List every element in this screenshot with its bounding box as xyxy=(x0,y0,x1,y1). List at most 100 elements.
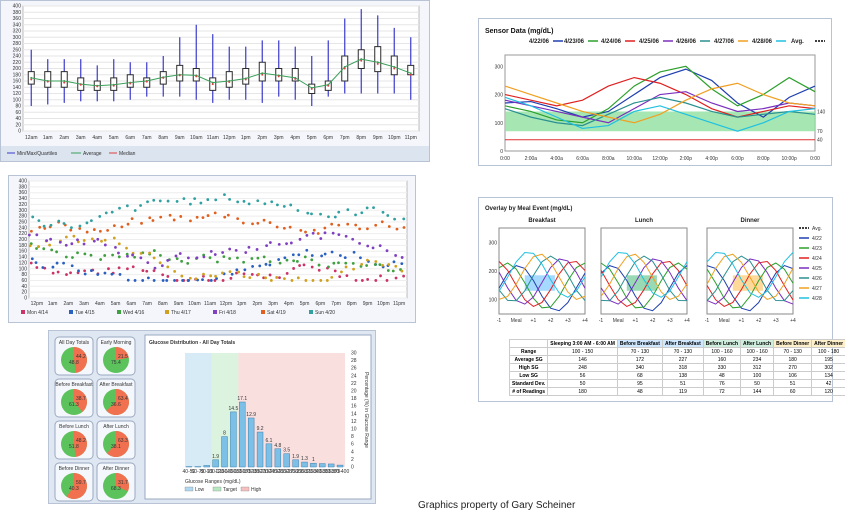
scatter-point xyxy=(103,238,107,242)
scatter-point xyxy=(148,216,152,220)
stats-table: Sleeping 3:00 AM - 6:00 AM Before Breakfa… xyxy=(508,339,845,396)
pie-value: 63.3 xyxy=(118,438,128,444)
x-tick-label: 360-379 xyxy=(322,469,341,475)
median-point xyxy=(409,73,412,76)
scatter-point xyxy=(186,261,190,265)
legend-label: 4/25 xyxy=(812,266,822,272)
scatter-point xyxy=(213,253,217,256)
y-tick-label: 0 xyxy=(351,465,354,471)
table-cell: 144 xyxy=(740,387,775,396)
series-line xyxy=(600,255,688,302)
scatter-point xyxy=(85,230,89,234)
y-tick-label: 4 xyxy=(351,449,354,455)
scatter-point xyxy=(126,267,129,271)
y-tick-label: 160 xyxy=(19,249,28,255)
scatter-point xyxy=(49,223,53,227)
y-tick-label: 0 xyxy=(18,129,21,135)
scatter-point xyxy=(270,200,274,204)
x-tick-label: 0:00 xyxy=(500,156,510,162)
legend-label: 4/28 xyxy=(812,296,822,302)
table-cell: 106 xyxy=(773,371,813,380)
y-tick-label: 80 xyxy=(15,104,21,110)
average-point xyxy=(360,58,363,61)
y-tick-label: 180 xyxy=(13,72,22,78)
series-line xyxy=(600,258,688,305)
scatter-point xyxy=(70,264,74,268)
x-tick-label: 4:00a xyxy=(550,156,563,162)
scatter-point xyxy=(242,199,246,203)
legend-label: Avg. xyxy=(791,39,804,45)
y-tick-label: 220 xyxy=(13,60,22,66)
scatter-point xyxy=(352,250,356,254)
scatter-point xyxy=(125,204,129,208)
scatter-point xyxy=(237,270,241,274)
median-point xyxy=(30,78,33,81)
scatter-point xyxy=(82,239,86,242)
table-cell: 302 xyxy=(811,363,845,372)
median-point xyxy=(360,59,363,62)
scatter-point xyxy=(145,269,149,273)
scatter-point xyxy=(381,263,385,267)
scatter-point xyxy=(173,270,177,273)
scatter-point xyxy=(292,259,296,263)
y-tick-label: 30 xyxy=(351,351,357,357)
pie-value: 21.5 xyxy=(118,354,128,360)
scatter-point xyxy=(228,257,232,260)
y-tick-label: 80 xyxy=(21,272,27,278)
scatter-point xyxy=(133,255,137,259)
bar xyxy=(283,453,290,468)
legend-label: Wed 4/16 xyxy=(123,310,145,316)
box xyxy=(374,46,382,73)
x-tick-label: +3 xyxy=(667,318,673,324)
scatter-point xyxy=(179,215,183,218)
scatter-point xyxy=(323,231,327,235)
y-tick-label: 200 xyxy=(489,269,498,275)
table-cell: 100 xyxy=(740,371,775,380)
chart-title: Sensor Data (mg/dL) xyxy=(485,28,553,35)
y-tick-label: 0 xyxy=(24,296,27,302)
pie-value: 63.4 xyxy=(118,396,128,402)
x-tick-label: 320-339 xyxy=(304,469,323,475)
median-point xyxy=(162,76,165,79)
median-point xyxy=(63,81,66,84)
x-tick-label: 1pm xyxy=(237,301,247,307)
y-tick-label: 6 xyxy=(351,442,354,448)
median-point xyxy=(261,73,264,76)
caption: Graphics property of Gary Scheiner xyxy=(418,500,576,511)
pie-value: 75.4 xyxy=(111,360,121,366)
plot-area xyxy=(504,54,816,152)
scatter-point xyxy=(195,215,199,219)
bar-data-label: 1.3 xyxy=(301,456,308,462)
scatter-point xyxy=(268,263,272,267)
scatter-point xyxy=(282,204,286,208)
scatter-point xyxy=(278,276,281,280)
series-line xyxy=(498,253,586,300)
scatter-point xyxy=(402,226,406,229)
scatter-point xyxy=(114,245,117,249)
legend-label: 4/24/06 xyxy=(601,39,622,45)
x-tick-label: 5am xyxy=(111,301,121,307)
legend-label: High xyxy=(251,487,262,493)
scatter-point xyxy=(374,223,378,227)
x-tick-label: 12:00p xyxy=(652,156,668,162)
legend-swatch xyxy=(184,486,194,492)
x-tick-label: 260-279 xyxy=(278,469,297,475)
scatter-point xyxy=(251,265,254,268)
scatter-point xyxy=(166,199,170,203)
x-tick-label: 12am xyxy=(25,135,38,141)
scatter-point xyxy=(188,276,192,280)
x-tick-label: 8:00a xyxy=(602,156,615,162)
table-cell: 100 - 160 xyxy=(740,347,775,356)
series-line xyxy=(600,262,688,309)
scatter-point xyxy=(28,244,32,248)
pie-slice-high xyxy=(106,431,129,457)
series-line xyxy=(706,253,794,300)
table-cell: 51 xyxy=(773,379,813,388)
table-header-cell: Before Breakfast xyxy=(616,339,663,348)
bar xyxy=(221,436,228,468)
scatter-point xyxy=(166,259,170,262)
overlay-panel: Overlay by Meal Event (mg/dL) Breakfast 10… xyxy=(478,197,845,402)
scatter-point xyxy=(354,279,358,282)
scatter-point xyxy=(256,221,260,225)
bar xyxy=(247,417,255,468)
